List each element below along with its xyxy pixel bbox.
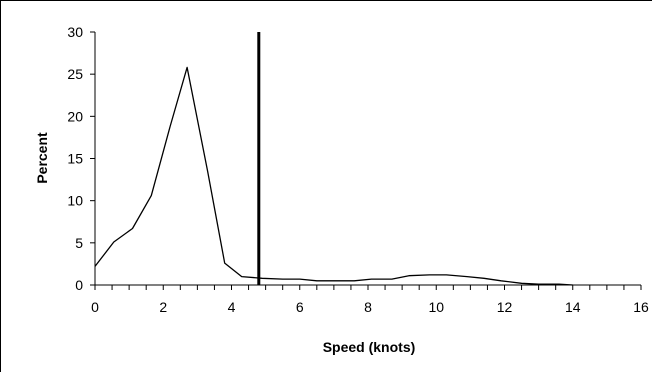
y-axis-title: Percent [34, 132, 50, 184]
x-tick-label: 4 [228, 299, 236, 315]
y-tick-label: 15 [67, 151, 83, 167]
series-lines [94, 66, 573, 286]
x-axis-title: Speed (knots) [323, 339, 416, 355]
x-tick-labels: 0 2 4 6 8 10 12 14 16 [91, 299, 649, 315]
y-tick-label: 30 [67, 24, 83, 40]
series-line [94, 66, 573, 286]
y-tick-label: 5 [75, 235, 83, 251]
y-tick-label: 0 [75, 277, 83, 293]
y-tick-label: 20 [67, 108, 83, 124]
axes [90, 31, 642, 290]
y-tick-label: 25 [67, 66, 83, 82]
x-tick-label: 12 [497, 299, 513, 315]
x-tick-label: 0 [91, 299, 99, 315]
x-tick-label: 8 [364, 299, 372, 315]
x-tick-label: 10 [428, 299, 444, 315]
y-tick-label: 10 [67, 193, 83, 209]
y-tick-labels: 0 5 10 15 20 25 30 [67, 24, 83, 293]
x-tick-label: 14 [565, 299, 581, 315]
x-tick-label: 16 [633, 299, 649, 315]
x-tick-label: 2 [159, 299, 167, 315]
x-tick-label: 6 [296, 299, 304, 315]
